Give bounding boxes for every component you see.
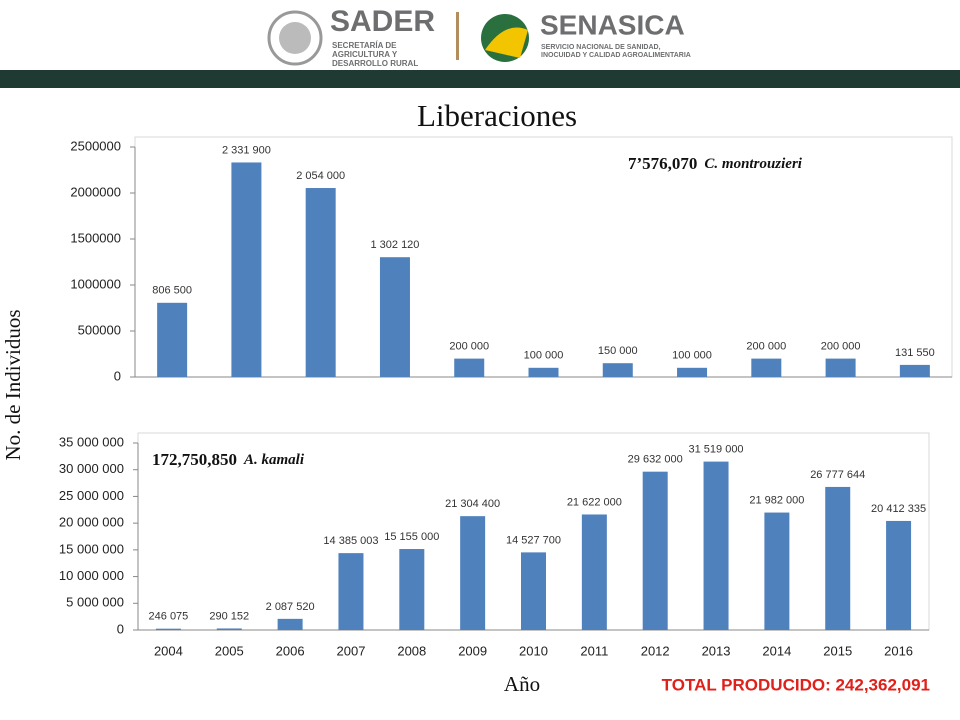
y-tick-label: 5 000 000 (66, 595, 124, 610)
value-label: 26 777 644 (810, 469, 865, 481)
annotation: 172,750,850 A. kamali (152, 450, 305, 469)
value-label: 246 075 (149, 611, 189, 623)
senasica-emblem-part (485, 27, 528, 58)
value-label: 100 000 (672, 350, 712, 362)
x-tick-label: 2009 (458, 643, 487, 658)
sader-logo: SADER (330, 5, 435, 38)
value-label: 200 000 (746, 341, 786, 353)
value-label: 2 087 520 (266, 601, 315, 613)
senasica-sub: SERVICIO NACIONAL DE SANIDAD, (541, 44, 661, 51)
annotation-value: 172,750,850 (152, 450, 237, 469)
bar (277, 618, 303, 630)
y-tick-label: 1500000 (70, 230, 121, 245)
value-label: 21 622 000 (567, 496, 622, 508)
sader-sub: SECRETARÍA DE (332, 41, 397, 50)
y-axis-label: No. de Individuos (1, 309, 25, 460)
x-axis-label: Año (504, 672, 540, 696)
y-tick-label: 500000 (78, 322, 121, 337)
y-tick-label: 25 000 000 (59, 488, 124, 503)
value-label: 290 152 (209, 610, 249, 622)
y-tick-label: 2500000 (70, 138, 121, 153)
y-tick-label: 30 000 000 (59, 461, 124, 476)
bar (454, 358, 485, 377)
bar (751, 358, 782, 377)
value-label: 131 550 (895, 347, 935, 359)
emblem (267, 10, 323, 66)
value-label: 2 054 000 (296, 170, 345, 182)
annotation-value: 7’576,070 (628, 154, 697, 173)
value-label: 20 412 335 (871, 503, 926, 515)
value-label: 2 331 900 (222, 144, 271, 156)
senasica-sub: INOCUIDAD Y CALIDAD AGROALIMENTARIA (541, 52, 691, 59)
bar (899, 364, 930, 377)
value-label: 100 000 (524, 350, 564, 362)
annotation-species: A. kamali (243, 452, 305, 468)
x-tick-label: 2011 (580, 643, 608, 658)
x-tick-label: 2010 (519, 643, 548, 658)
x-tick-label: 2008 (397, 643, 426, 658)
annotation: 7’576,070 C. montrouzieri (628, 154, 803, 173)
value-label: 14 527 700 (506, 534, 561, 546)
x-tick-label: 2014 (762, 643, 791, 658)
bar (642, 471, 668, 630)
bar (399, 549, 425, 630)
bar (155, 628, 181, 630)
bar (677, 367, 708, 377)
bar (460, 516, 486, 630)
x-tick-label: 2007 (337, 643, 366, 658)
x-tick-label: 2005 (215, 643, 244, 658)
value-label: 31 519 000 (689, 444, 744, 456)
total-produced: TOTAL PRODUCIDO: 242,362,091 (662, 675, 930, 694)
y-tick-label: 15 000 000 (59, 541, 124, 556)
value-label: 806 500 (152, 285, 192, 297)
x-tick-label: 2004 (154, 643, 183, 658)
bar (886, 520, 912, 630)
y-tick-label: 0 (114, 368, 121, 383)
x-tick-label: 2013 (702, 643, 731, 658)
x-tick-label: 2016 (884, 643, 913, 658)
annotation-species: C. montrouzieri (704, 156, 802, 172)
sader-sub: AGRICULTURA Y (332, 50, 398, 59)
y-tick-label: 20 000 000 (59, 515, 124, 530)
slide-title: Liberaciones (417, 98, 577, 133)
value-label: 150 000 (598, 345, 638, 357)
value-label: 1 302 120 (370, 239, 419, 251)
bar (764, 512, 790, 630)
value-label: 29 632 000 (628, 454, 683, 466)
bar (338, 553, 364, 630)
divider (456, 12, 459, 60)
bar (305, 188, 336, 377)
emblem-core (279, 22, 311, 54)
bar (602, 363, 633, 377)
value-label: 200 000 (821, 341, 861, 353)
value-label: 21 304 400 (445, 498, 500, 510)
y-tick-label: 10 000 000 (59, 568, 124, 583)
x-tick-label: 2006 (276, 643, 305, 658)
bar (157, 302, 188, 377)
y-tick-label: 2000000 (70, 184, 121, 199)
bar (581, 514, 607, 630)
value-label: 14 385 003 (323, 535, 378, 547)
header-band (0, 70, 960, 88)
bar (825, 358, 856, 377)
y-tick-label: 35 000 000 (59, 434, 124, 449)
bar (379, 257, 410, 377)
bar (703, 461, 729, 630)
x-tick-label: 2012 (641, 643, 670, 658)
x-tick-label: 2015 (823, 643, 852, 658)
y-tick-label: 0 (117, 621, 124, 636)
value-label: 21 982 000 (749, 494, 804, 506)
value-label: 200 000 (449, 341, 489, 353)
bar (216, 628, 242, 630)
value-label: 15 155 000 (384, 531, 439, 543)
bar (528, 367, 559, 377)
y-tick-label: 1000000 (70, 276, 121, 291)
bar (825, 486, 851, 630)
bar (521, 552, 546, 630)
bar (231, 162, 262, 377)
senasica-logo: SENASICA (540, 9, 685, 40)
sader-sub: DESARROLLO RURAL (332, 59, 418, 68)
